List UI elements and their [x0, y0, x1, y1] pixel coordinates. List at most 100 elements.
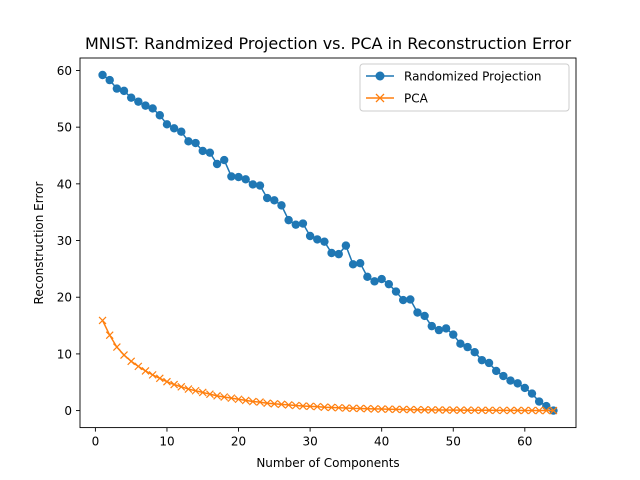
data-point-randomized-projection	[477, 355, 487, 365]
data-point-randomized-projection	[227, 172, 236, 181]
y-axis-label: Reconstruction Error	[32, 182, 46, 305]
data-point-pca	[435, 406, 443, 414]
data-point-pca	[463, 406, 472, 415]
data-point-randomized-projection	[141, 101, 150, 110]
data-point-randomized-projection	[148, 104, 157, 113]
legend: Randomized Projection PCA	[359, 63, 570, 112]
data-point-randomized-projection	[305, 231, 315, 241]
data-point-randomized-projection	[427, 321, 436, 331]
data-point-pca	[299, 402, 307, 410]
data-point-pca	[449, 406, 458, 415]
data-point-pca	[227, 394, 236, 403]
data-point-pca	[370, 404, 379, 413]
legend-box	[359, 63, 570, 112]
data-point-randomized-projection	[420, 311, 429, 321]
data-point-pca	[163, 377, 171, 386]
data-point-pca	[205, 390, 214, 399]
data-point-pca	[542, 406, 551, 415]
data-point-pca	[148, 370, 157, 379]
data-point-pca	[477, 406, 486, 415]
data-point-pca	[234, 395, 243, 404]
data-point-pca	[384, 405, 393, 414]
data-point-randomized-projection	[212, 159, 222, 169]
data-point-pca	[127, 357, 136, 366]
data-point-pca	[427, 405, 436, 414]
data-point-randomized-projection	[499, 371, 508, 381]
data-point-randomized-projection	[456, 339, 465, 348]
data-point-pca	[406, 405, 415, 414]
data-point-randomized-projection	[470, 348, 479, 357]
data-point-pca	[248, 397, 257, 406]
data-point-randomized-projection	[513, 379, 522, 388]
y-tick-label: 60	[57, 64, 72, 78]
data-point-randomized-projection	[155, 111, 165, 120]
data-point-pca	[198, 388, 207, 397]
legend-label-pca: PCA	[404, 92, 429, 106]
data-point-pca	[499, 406, 508, 415]
data-point-pca	[506, 406, 515, 415]
x-tick-label: 30	[302, 435, 317, 449]
data-point-randomized-projection	[506, 376, 515, 385]
data-point-pca	[313, 402, 322, 411]
data-point-randomized-projection	[119, 86, 129, 96]
data-point-randomized-projection	[491, 366, 501, 376]
data-point-randomized-projection	[320, 237, 329, 246]
axes-frame	[79, 57, 577, 429]
data-point-pca	[377, 405, 386, 413]
data-point-pca	[492, 406, 501, 415]
data-point-randomized-projection	[112, 84, 122, 93]
data-point-randomized-projection	[205, 148, 215, 157]
data-point-randomized-projection	[298, 219, 308, 228]
data-point-randomized-projection	[191, 138, 200, 148]
data-point-randomized-projection	[391, 287, 401, 296]
data-point-pca	[241, 396, 250, 405]
data-point-randomized-projection	[534, 397, 544, 406]
data-point-randomized-projection	[434, 325, 444, 335]
data-point-pca	[356, 404, 365, 413]
data-point-pca	[284, 401, 293, 409]
data-point-pca	[363, 404, 372, 413]
data-point-pca	[191, 386, 200, 395]
data-point-randomized-projection	[413, 308, 422, 317]
data-point-pca	[341, 404, 350, 412]
data-point-pca	[270, 399, 279, 408]
data-point-pca	[470, 406, 479, 415]
legend-label-randomized: Randomized Projection	[404, 70, 541, 84]
data-point-randomized-projection	[234, 172, 243, 182]
data-point-pca	[263, 399, 272, 408]
x-tick-label: 20	[231, 435, 246, 449]
data-point-randomized-projection	[341, 241, 351, 250]
data-point-randomized-projection	[277, 201, 286, 210]
data-point-randomized-projection	[241, 175, 250, 184]
data-point-pca	[535, 406, 544, 415]
data-point-pca	[155, 374, 164, 383]
data-point-pca	[213, 391, 221, 400]
data-point-randomized-projection	[198, 146, 207, 156]
data-point-randomized-projection	[169, 124, 179, 133]
chart-title: MNIST: Randmized Projection vs. PCA in R…	[85, 34, 571, 53]
data-point-pca	[256, 398, 264, 407]
data-point-pca	[112, 343, 121, 352]
data-point-pca	[277, 400, 286, 409]
y-tick-label: 30	[57, 234, 72, 248]
data-point-randomized-projection	[184, 137, 193, 146]
data-point-randomized-projection	[348, 260, 358, 269]
plot-area	[98, 70, 558, 415]
legend-marker-pca	[375, 93, 385, 103]
data-point-randomized-projection	[334, 249, 343, 259]
data-point-randomized-projection	[284, 215, 293, 225]
data-point-pca	[177, 382, 186, 391]
data-point-pca	[513, 406, 522, 415]
data-point-randomized-projection	[542, 401, 551, 411]
x-tick-label: 40	[374, 435, 389, 449]
x-axis-label: Number of Components	[256, 456, 399, 470]
y-tick-label: 10	[57, 347, 72, 361]
series-line-pca	[101, 320, 554, 412]
data-point-randomized-projection	[370, 277, 379, 286]
data-point-randomized-projection	[98, 70, 107, 80]
data-point-randomized-projection	[377, 274, 386, 284]
x-tick-label: 10	[159, 435, 174, 449]
data-point-randomized-projection	[126, 93, 136, 102]
data-point-randomized-projection	[291, 220, 300, 229]
